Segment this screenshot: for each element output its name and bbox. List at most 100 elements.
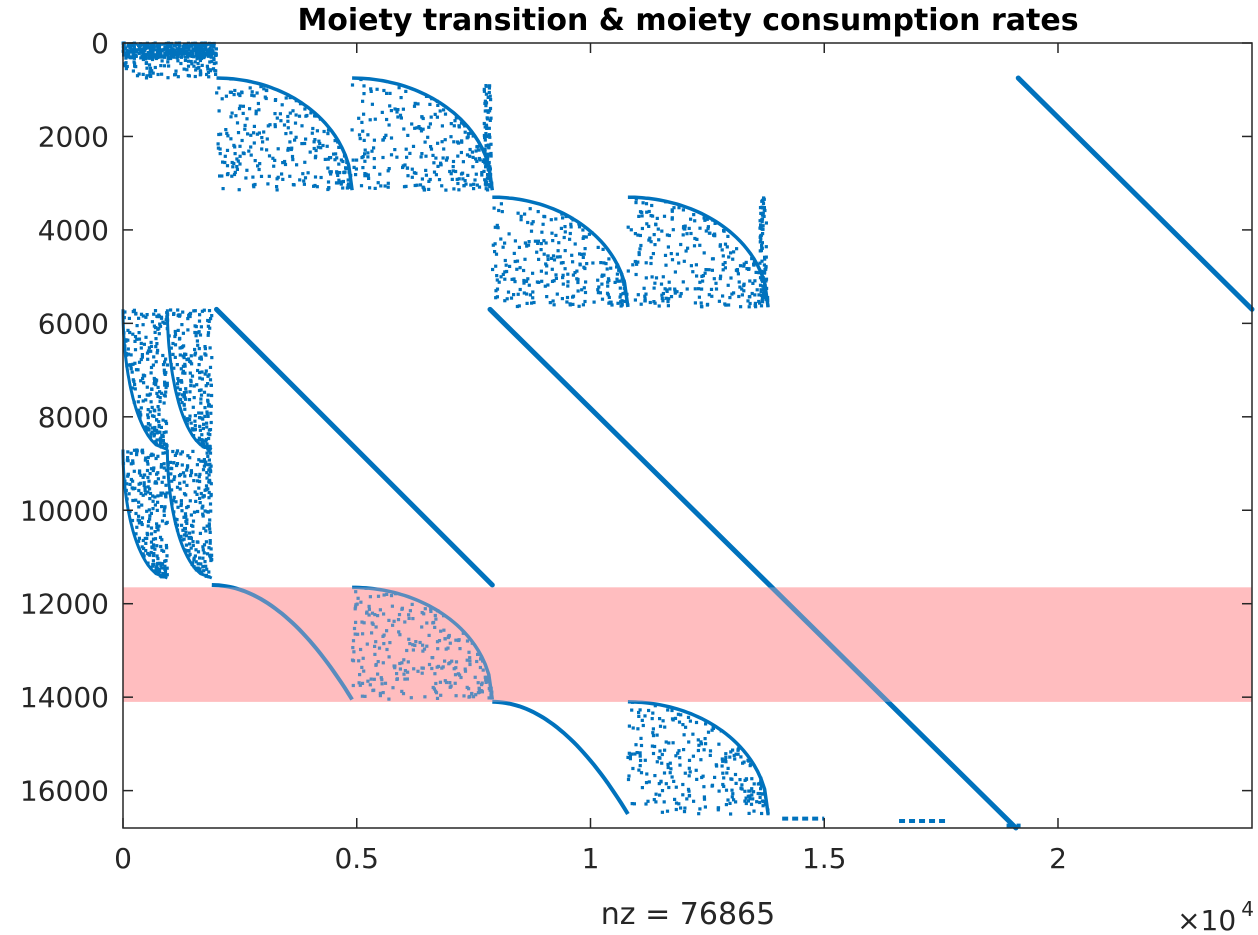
column-block-1-point	[184, 397, 188, 401]
fan-block-0-point	[335, 181, 339, 185]
column-block-1-point	[193, 351, 198, 355]
fan-block-0-point	[217, 86, 221, 90]
column-block-2-point	[157, 569, 161, 573]
fan-block-5-point	[732, 753, 736, 758]
vertical-strip-1-point	[760, 296, 765, 300]
top-block-point	[145, 66, 149, 70]
fan-block-1-point	[404, 89, 408, 93]
column-block-2-point	[155, 554, 159, 558]
column-block-0-point	[163, 372, 167, 376]
fan-block-0-edge	[216, 76, 354, 191]
column-block-3-point	[192, 510, 197, 514]
fan-block-2-point	[517, 245, 521, 249]
fan-block-3-point	[677, 206, 681, 210]
fan-block-2-point	[523, 241, 527, 245]
fan-block-3-point	[731, 257, 735, 261]
fan-block-0-point	[302, 182, 306, 186]
fan-block-2-point	[620, 273, 624, 277]
column-block-2-point	[152, 553, 156, 558]
column-block-2-point	[153, 547, 157, 551]
fan-block-2-point	[524, 279, 528, 283]
fan-block-3-point	[713, 234, 717, 238]
fan-block-1-point	[381, 138, 385, 142]
fan-block-3-point	[668, 287, 672, 291]
fan-block-2-point	[513, 280, 517, 284]
top-block-point	[151, 48, 155, 52]
top-block-point	[187, 47, 191, 52]
column-block-0-point	[149, 371, 153, 375]
fan-block-3-point	[702, 216, 706, 220]
fan-block-1-point	[490, 181, 494, 185]
top-block-point	[214, 53, 218, 57]
fan-block-5-point	[681, 782, 685, 787]
fan-block-3-point	[727, 255, 731, 259]
column-block-3-point	[201, 556, 205, 560]
fan-block-4-point	[447, 662, 451, 666]
vertical-strip-0-point	[488, 94, 492, 98]
fan-block-2-point	[606, 280, 610, 284]
fan-block-3-point	[701, 279, 705, 283]
top-block-point	[156, 48, 160, 52]
fan-block-5-point	[748, 797, 752, 801]
fan-block-4-point	[362, 669, 366, 673]
column-block-3-point	[172, 499, 176, 503]
fan-block-5-point	[646, 799, 650, 803]
column-block-2-point	[165, 520, 169, 524]
fan-block-2-point	[585, 262, 589, 266]
fan-block-0-point	[294, 135, 298, 139]
fan-block-3-point	[663, 287, 667, 291]
column-block-2-point	[137, 539, 141, 543]
fan-block-5-point	[758, 781, 762, 786]
column-block-2-point	[134, 498, 138, 502]
fan-block-4-point	[407, 637, 411, 641]
column-block-1-point	[179, 367, 183, 371]
fan-block-2-point	[545, 295, 549, 299]
fan-block-0-point	[252, 141, 256, 145]
column-block-2-point	[126, 474, 130, 478]
x-tick-label: 1	[582, 842, 600, 875]
vertical-strip-0-point	[486, 145, 490, 149]
fan-block-2-point	[564, 214, 568, 219]
fan-block-5-point	[667, 741, 671, 745]
fan-block-3-point	[671, 228, 675, 232]
fan-block-5-point	[635, 751, 639, 755]
column-block-1-point	[196, 368, 200, 373]
fan-block-5-point	[726, 798, 730, 802]
fan-block-1-point	[410, 122, 414, 126]
fan-block-4-point	[433, 625, 437, 629]
fan-block-2-point	[516, 292, 520, 296]
column-block-3-point	[191, 540, 195, 544]
fan-block-0-point	[216, 142, 220, 146]
fan-block-0-point	[242, 152, 246, 156]
fan-block-2-point	[512, 293, 516, 297]
fan-block-4-point	[477, 686, 481, 690]
top-block-point	[148, 66, 153, 70]
fan-block-3-point	[633, 298, 637, 302]
fan-block-2-point	[557, 241, 561, 245]
column-block-1-point	[176, 382, 180, 386]
column-block-2-point	[160, 505, 164, 509]
top-block-point	[191, 47, 195, 51]
fan-block-0-point	[223, 160, 227, 165]
fan-block-1-point	[410, 175, 414, 179]
fan-block-2-point	[526, 220, 530, 225]
curve-series-1	[492, 699, 630, 816]
fan-block-5-point	[717, 742, 721, 746]
fan-block-1-point	[442, 108, 446, 112]
fan-block-3-point	[734, 268, 738, 272]
fan-block-3-point	[664, 296, 668, 300]
fan-block-4-point	[385, 629, 389, 633]
column-block-2-point	[154, 480, 158, 484]
column-block-2-point	[162, 513, 166, 517]
column-block-2-point	[142, 554, 146, 558]
fan-block-2-point	[495, 278, 499, 282]
column-block-0-point	[137, 331, 141, 335]
fan-block-0-point	[313, 175, 318, 179]
column-block-1-point	[193, 414, 197, 418]
fan-block-4-point	[373, 652, 377, 656]
column-block-1-point	[208, 326, 212, 330]
fan-block-2-point	[530, 301, 534, 305]
fan-block-0-point	[301, 172, 305, 176]
fan-block-2-point	[495, 274, 499, 278]
column-block-0-point	[144, 398, 148, 402]
